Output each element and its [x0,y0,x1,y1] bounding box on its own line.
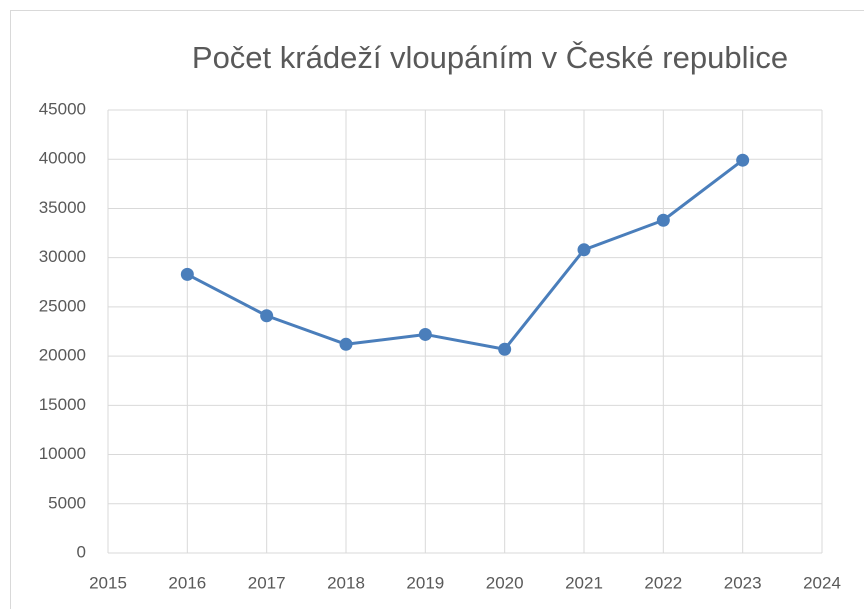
x-tick-label: 2022 [644,573,682,592]
x-tick-label: 2015 [89,573,127,592]
y-tick-label: 30000 [39,247,86,266]
y-tick-label: 40000 [39,149,86,168]
chart-border [10,10,864,609]
y-tick-label: 45000 [39,99,86,118]
data-point [498,342,512,356]
data-point [418,327,432,341]
x-tick-label: 2024 [803,573,841,592]
y-tick-label: 25000 [39,296,86,315]
y-tick-label: 15000 [39,395,86,414]
data-point [260,309,274,323]
x-tick-label: 2023 [724,573,762,592]
y-tick-label: 5000 [48,493,86,512]
y-tick-label: 0 [77,542,86,561]
data-point [736,153,750,167]
x-tick-label: 2020 [486,573,524,592]
y-tick-label: 10000 [39,444,86,463]
data-point [656,213,670,227]
x-tick-label: 2016 [168,573,206,592]
x-tick-label: 2021 [565,573,603,592]
x-tick-label: 2017 [248,573,286,592]
x-tick-label: 2018 [327,573,365,592]
data-point [180,267,194,281]
chart-title: Počet krádeží vloupáním v České republic… [192,40,788,75]
y-tick-label: 20000 [39,346,86,365]
y-tick-label: 35000 [39,198,86,217]
data-point [339,337,353,351]
x-tick-label: 2019 [406,573,444,592]
data-line [186,159,744,351]
data-point [577,243,591,257]
